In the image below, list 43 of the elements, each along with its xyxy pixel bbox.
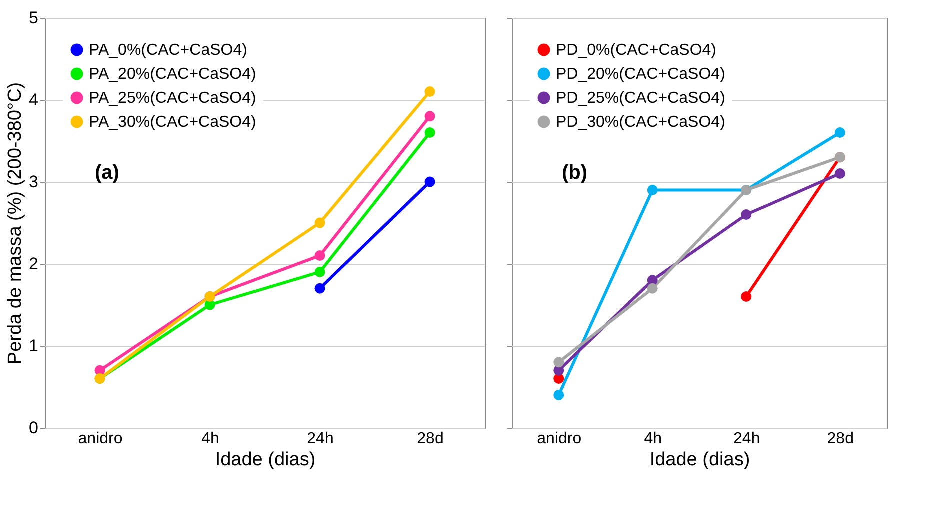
point [741,210,752,220]
point [424,176,436,188]
legend-label: PD_20%(CAC+CaSO4) [556,66,726,83]
x-tick-label: 28d [827,430,854,448]
point [314,266,326,278]
point [834,128,846,138]
x-tick-label: anidro [537,430,582,448]
point [554,357,564,368]
x-tick-label: 4h [644,430,662,448]
x-axis-title: Idade (dias) [215,450,316,470]
x-tick-label: 24h [734,430,760,448]
x-tick-label: 28d [417,430,444,448]
legend-label: PA_25%(CAC+CaSO4) [89,90,256,107]
point [647,184,658,196]
y-tick-label: 3 [29,172,38,192]
legend-label: PA_20%(CAC+CaSO4) [89,66,256,83]
point [834,168,846,180]
y-axis-title: Perda de massa (%) (200-380°C) [5,82,26,365]
x-tick-label: 24h [307,430,334,448]
legend-label: PA_0%(CAC+CaSO4) [89,42,248,59]
point [424,86,436,98]
x-tick-label: 4h [202,430,220,448]
point [647,283,658,294]
point [314,283,326,294]
y-tick-label: 1 [29,336,38,356]
legend-label: PD_25%(CAC+CaSO4) [556,90,726,107]
x-tick-label: anidro [78,430,123,448]
y-tick-label: 0 [29,418,38,438]
legend-label: PD_0%(CAC+CaSO4) [556,42,716,59]
point [314,250,326,262]
point [741,292,752,302]
legend-label: PD_30%(CAC+CaSO4) [556,114,726,131]
x-axis-title: Idade (dias) [650,450,750,470]
y-tick-label: 4 [29,90,38,110]
point [554,390,564,400]
point [424,111,436,122]
annotation: (b) [562,162,588,184]
annotation: (a) [95,162,120,184]
legend-label: PA_30%(CAC+CaSO4) [89,114,256,131]
y-tick-label: 2 [29,254,38,274]
point [424,128,436,138]
point [314,218,326,228]
y-tick-label: 5 [29,8,38,28]
